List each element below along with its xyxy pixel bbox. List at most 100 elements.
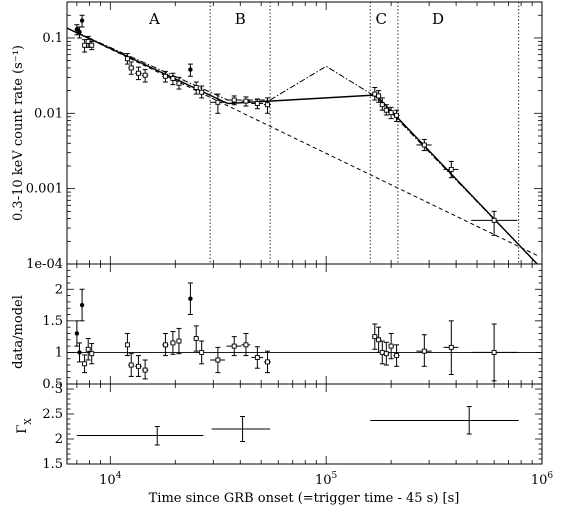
ratio-marker [176, 338, 182, 344]
light-curve-y-tick-label: 0.1 [42, 31, 63, 46]
light-curve-marker [142, 72, 148, 78]
ratio-point [210, 346, 226, 374]
light-curve-y-tick-label: 0.01 [34, 106, 63, 121]
light-curve-point [388, 106, 394, 120]
ratio-point [241, 332, 251, 357]
light-curve-marker [82, 42, 88, 48]
photon-index-frame [66, 383, 543, 465]
light-curve-point [176, 76, 182, 90]
ratio-point [251, 346, 264, 369]
ratio-point [193, 325, 199, 352]
ratio-point [134, 355, 142, 377]
photon-index-y-title: ΓX [15, 418, 34, 434]
light-curve-marker [388, 110, 394, 116]
ratio-point [89, 343, 95, 365]
ratio-marker [254, 355, 260, 360]
ratio-point [124, 332, 130, 357]
ratio-point [263, 350, 271, 374]
x-tick-label: 106 [531, 471, 554, 488]
ratio-point [82, 354, 88, 374]
light-curve-point [198, 85, 205, 99]
light-curve-point [124, 53, 130, 65]
light-curve-point [187, 63, 193, 77]
light-curve-point [383, 104, 390, 116]
ratio-marker [448, 344, 454, 350]
photon-index-point [370, 406, 519, 435]
photon-index-y-tick-label: 3 [55, 382, 63, 397]
light-curve-marker [383, 107, 389, 113]
light-curve-marker [421, 142, 427, 148]
ratio-panel: 0.5 1 1.5 2 data/model [11, 263, 543, 392]
model-curve-dashed [66, 27, 538, 256]
region-label-c: C [376, 10, 387, 28]
region-label-a: A [148, 10, 160, 28]
light-curve-marker [77, 29, 82, 35]
model-curve-dashdot [66, 27, 538, 265]
ratio-marker [265, 359, 270, 365]
light-curve-point [162, 70, 169, 83]
light-curve-point [134, 66, 142, 81]
light-curve-marker [89, 42, 95, 48]
ratio-marker [231, 343, 237, 349]
light-curve-point [77, 26, 83, 39]
ratio-marker [85, 346, 91, 352]
ratio-marker [193, 336, 199, 341]
ratio-point [176, 327, 182, 355]
ratio-point [79, 288, 85, 322]
photon-index-point [76, 426, 204, 446]
ratio-y-title: data/model [11, 295, 26, 369]
light-curve-marker [265, 102, 270, 108]
light-curve-marker [491, 217, 497, 223]
ratio-marker [394, 353, 400, 359]
ratio-point [162, 332, 169, 357]
light-curve-y-tick-label: 1e-04 [26, 257, 63, 272]
light-curve-marker [231, 97, 237, 103]
ratio-marker [162, 342, 168, 348]
light-curve-point [241, 96, 251, 107]
ratio-marker [82, 361, 88, 367]
light-curve-marker [135, 70, 141, 76]
x-axis-title: Time since GRB onset (=trigger time - 45… [149, 491, 460, 506]
ratio-point [416, 334, 432, 367]
ratio-point [85, 338, 91, 361]
light-curve-marker [215, 99, 221, 105]
light-curve-marker [128, 65, 134, 71]
ratio-marker [128, 362, 134, 368]
region-label-b: B [235, 10, 246, 28]
light-curve-point [89, 40, 95, 51]
light-curve-marker [243, 98, 249, 104]
light-curve-marker [394, 112, 400, 118]
ratio-marker [142, 367, 148, 373]
light-curve-panel: A B C D 0.1 0.01 0.001 1e-04 0.3-10 keV count … [11, 1, 543, 272]
light-curve-marker [176, 80, 182, 86]
light-curve-point [251, 98, 264, 110]
ratio-point [375, 326, 382, 353]
ratio-point [371, 323, 378, 350]
ratio-marker [376, 337, 382, 343]
light-curve-marker [199, 89, 205, 95]
light-curve-point [128, 61, 135, 75]
ratio-y-tick-label: 1.5 [42, 314, 63, 329]
ratio-marker [77, 350, 82, 355]
light-curve-point [226, 95, 242, 106]
photon-index-panel: 1.5 2 2.5 3 ΓX [15, 382, 543, 472]
light-curve-marker [448, 166, 454, 172]
light-curve-marker [188, 67, 193, 72]
ratio-y-tick-label: 1 [55, 345, 63, 360]
light-curve-point [263, 97, 271, 114]
ratio-point [388, 332, 394, 360]
model-curve-solid [66, 27, 538, 265]
region-label-d: D [432, 10, 444, 28]
light-curve-frame [66, 1, 543, 265]
ratio-point [128, 353, 135, 377]
light-curve-marker [162, 73, 168, 79]
photon-index-y-tick-label: 2 [55, 432, 63, 447]
light-curve-point [210, 93, 226, 114]
ratio-point [141, 359, 149, 380]
ratio-point [393, 344, 400, 367]
light-curve-y-tick-label: 0.001 [26, 182, 63, 197]
x-tick-label: 105 [315, 471, 338, 488]
photon-index-y-tick-label: 2.5 [42, 407, 63, 422]
ratio-marker [124, 342, 130, 348]
ratio-marker [135, 363, 141, 369]
